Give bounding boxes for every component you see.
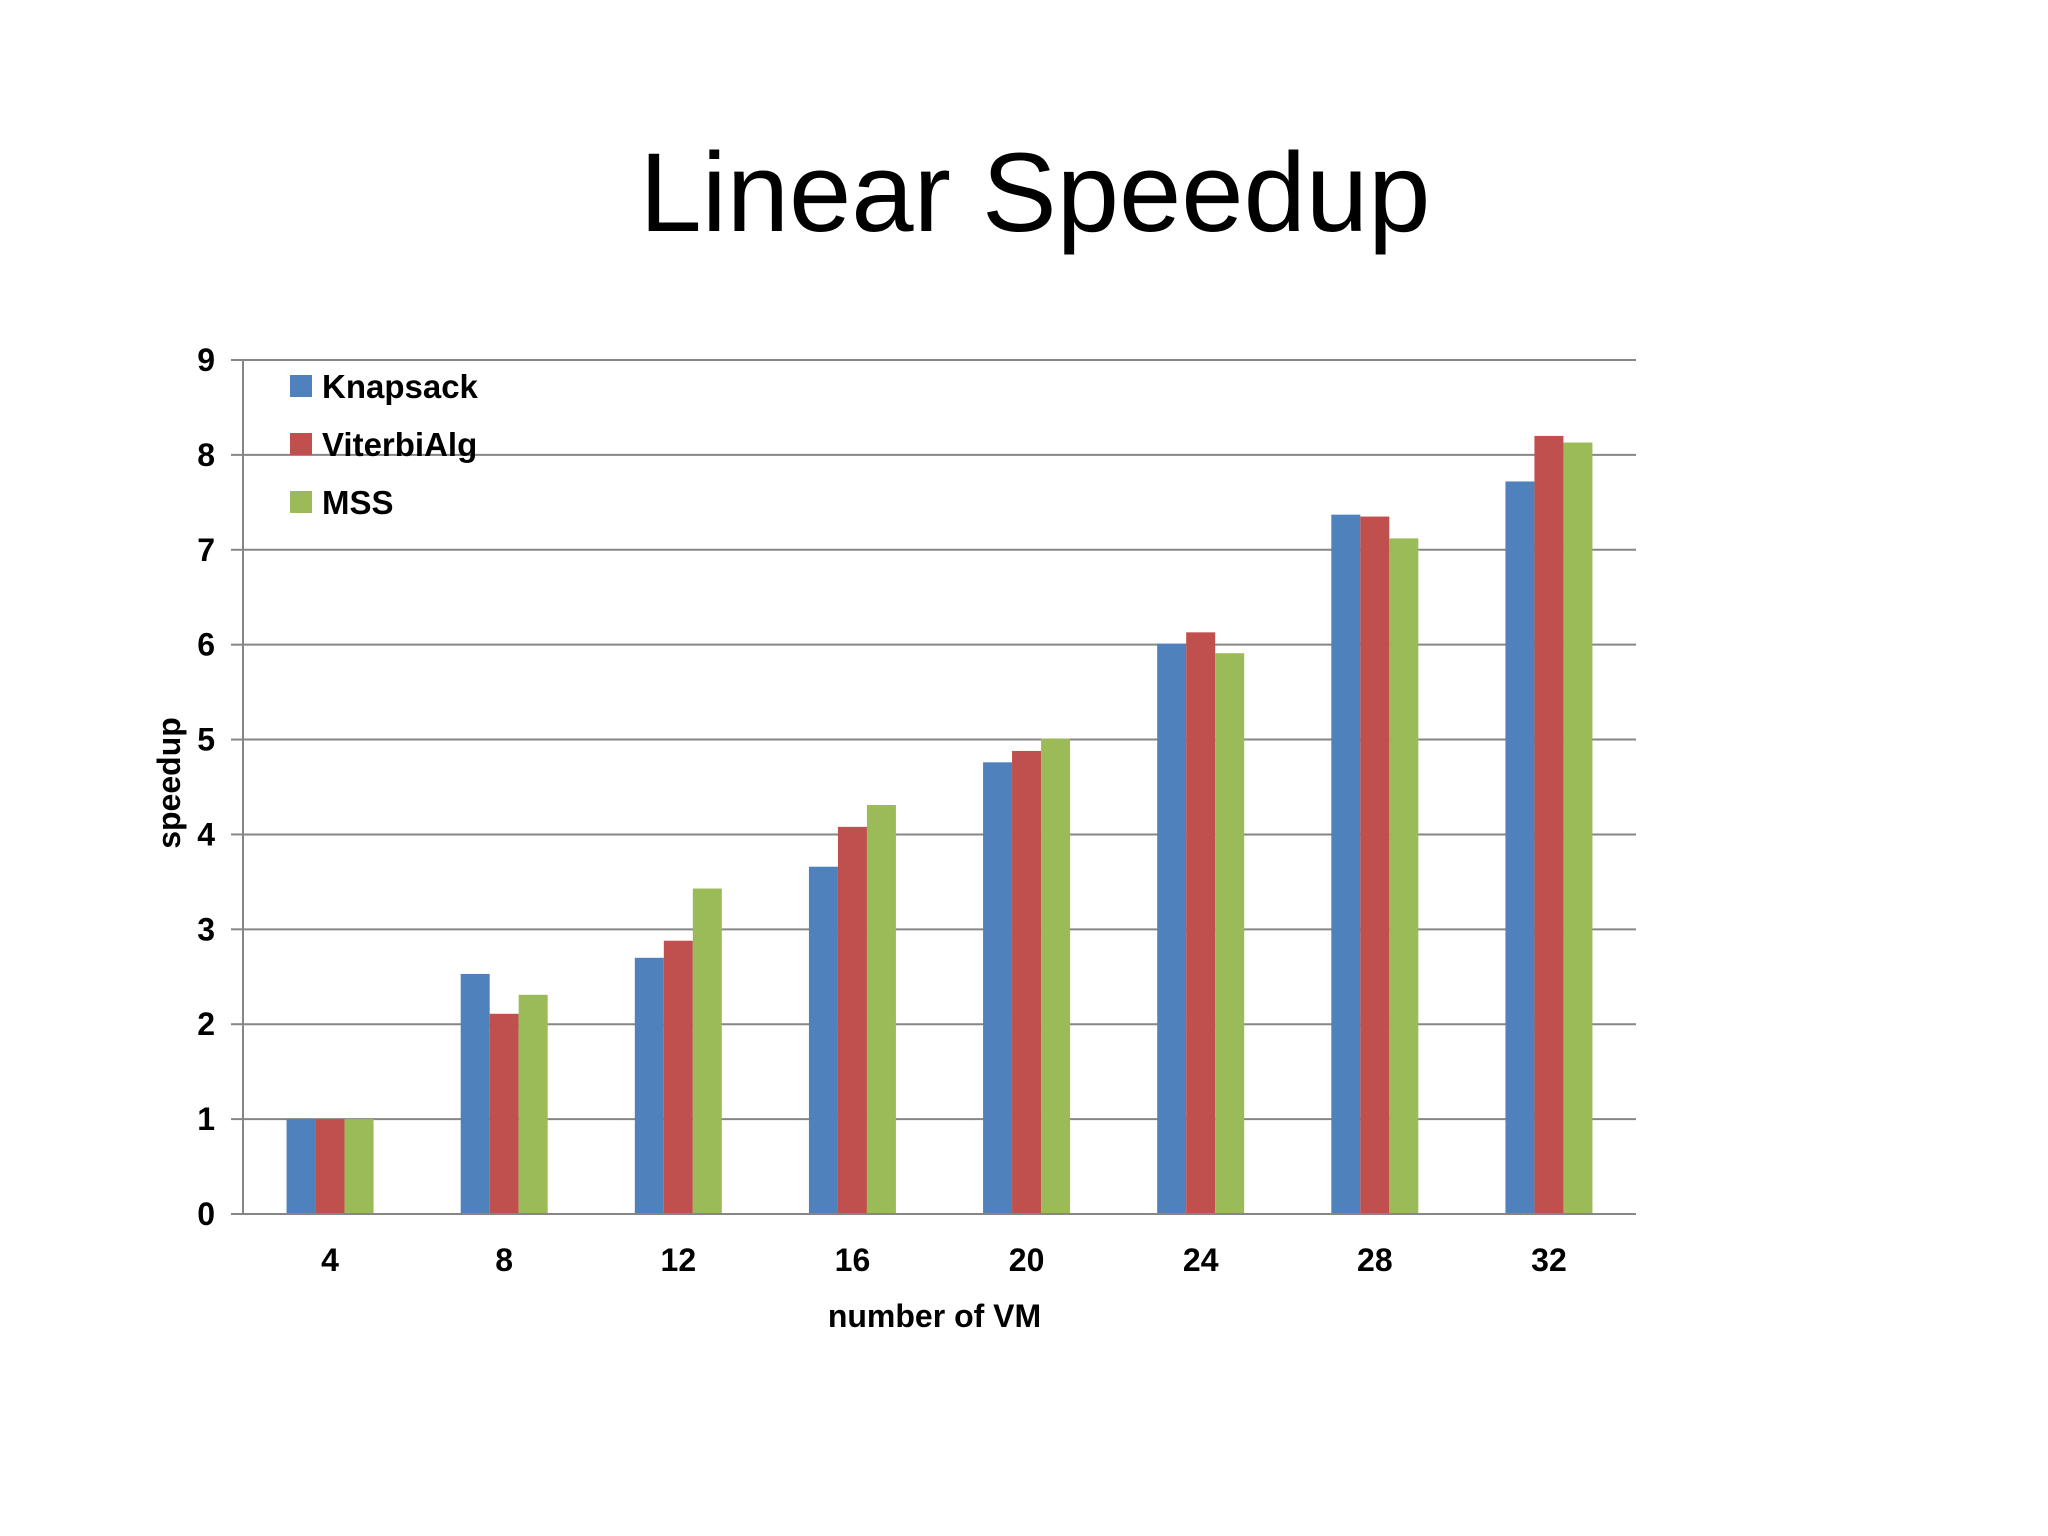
x-tick-label: 20	[1009, 1242, 1045, 1278]
bar-viterbialg-28	[1360, 516, 1390, 1214]
bar-viterbialg-8	[489, 1013, 519, 1214]
legend-label-viterbialg: ViterbiAlg	[322, 426, 477, 463]
bar-knapsack-32	[1505, 481, 1535, 1214]
legend: Knapsack ViterbiAlg MSS	[290, 368, 479, 521]
bars	[286, 435, 1593, 1214]
bar-mss-12	[692, 888, 722, 1214]
bar-knapsack-12	[634, 957, 664, 1214]
legend-swatch-viterbialg	[290, 433, 312, 455]
bar-knapsack-4	[286, 1119, 316, 1214]
legend-label-knapsack: Knapsack	[322, 368, 479, 405]
x-tick-label: 16	[835, 1242, 871, 1278]
bar-mss-8	[518, 994, 548, 1214]
x-tick-label: 32	[1531, 1242, 1567, 1278]
legend-label-mss: MSS	[322, 484, 394, 521]
y-tick-label: 7	[197, 532, 215, 568]
slide-title: Linear Speedup	[639, 130, 1431, 255]
y-tick-label: 9	[197, 342, 215, 378]
bar-knapsack-8	[460, 973, 490, 1214]
bar-viterbialg-24	[1186, 632, 1216, 1214]
bar-mss-4	[344, 1119, 374, 1214]
bar-mss-16	[866, 805, 896, 1214]
legend-swatch-knapsack	[290, 375, 312, 397]
y-tick-label: 0	[197, 1196, 215, 1232]
axes	[231, 359, 1636, 1215]
gridlines	[243, 359, 1636, 1121]
bar-mss-20	[1041, 738, 1071, 1214]
x-tick-label: 12	[661, 1242, 697, 1278]
y-tick-label: 3	[197, 911, 215, 947]
bar-viterbialg-32	[1534, 435, 1564, 1214]
bar-viterbialg-20	[1012, 750, 1042, 1214]
x-axis-label: number of VM	[828, 1298, 1041, 1334]
y-axis-label: speedup	[151, 717, 187, 849]
y-tick-label: 8	[197, 437, 215, 473]
legend-swatch-mss	[290, 491, 312, 513]
x-tick-label: 8	[495, 1242, 513, 1278]
bar-knapsack-24	[1157, 643, 1187, 1214]
bar-mss-24	[1215, 653, 1245, 1214]
bar-knapsack-28	[1331, 514, 1361, 1214]
bar-viterbialg-16	[837, 826, 867, 1214]
y-tick-label: 1	[197, 1101, 215, 1137]
x-tick-label: 4	[321, 1242, 339, 1278]
y-tick-label: 4	[197, 816, 215, 852]
y-tick-label: 6	[197, 627, 215, 663]
bar-mss-28	[1389, 538, 1419, 1214]
bar-knapsack-16	[808, 866, 838, 1214]
bar-mss-32	[1563, 442, 1593, 1214]
y-tick-label: 5	[197, 722, 215, 758]
x-tick-label: 24	[1183, 1242, 1219, 1278]
x-tick-label: 28	[1357, 1242, 1393, 1278]
bar-viterbialg-12	[663, 940, 693, 1214]
bar-viterbialg-4	[315, 1119, 345, 1214]
bar-knapsack-20	[983, 762, 1013, 1214]
y-tick-label: 2	[197, 1006, 215, 1042]
